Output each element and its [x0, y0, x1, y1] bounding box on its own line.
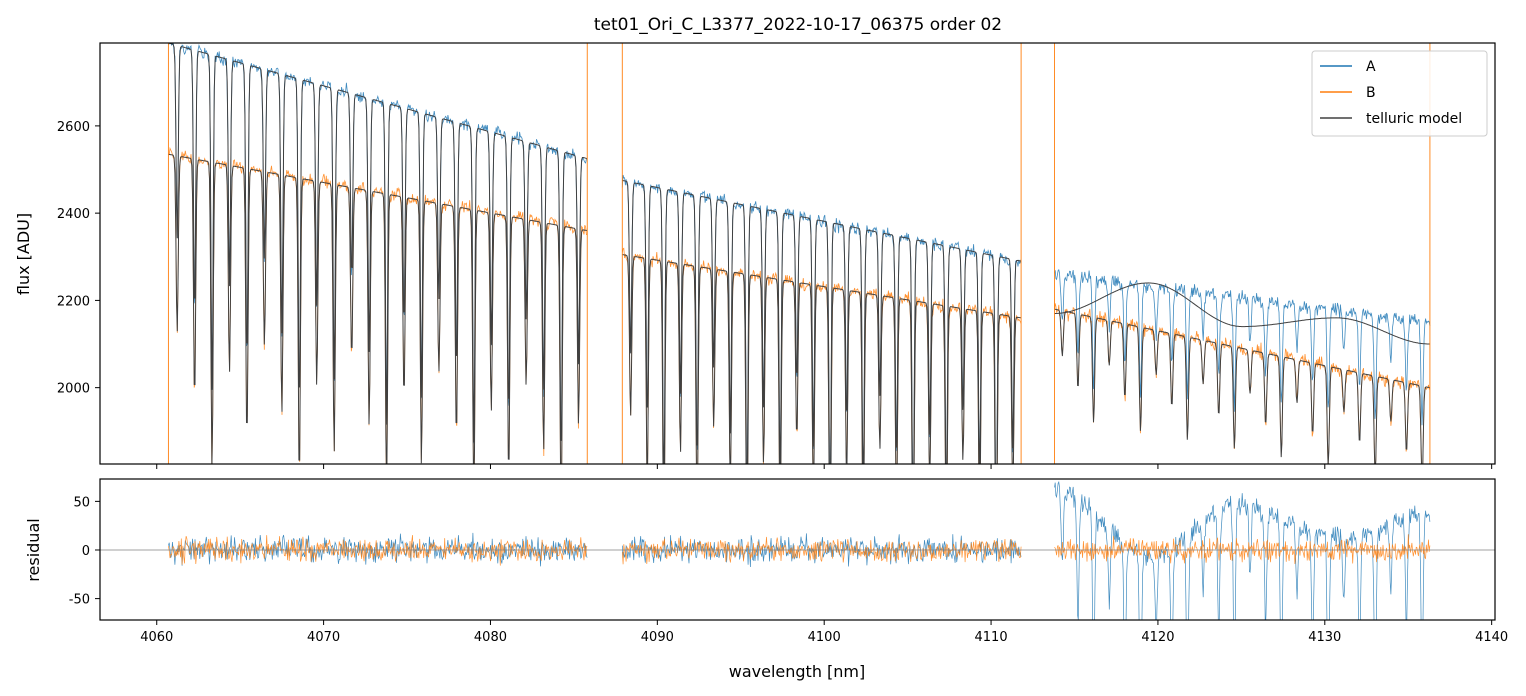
- x-tick-label: 4120: [1141, 630, 1174, 645]
- telluric-model-line-b: [1054, 308, 1431, 464]
- main-y-tick-label: 2600: [57, 120, 90, 135]
- x-tick-label: 4090: [641, 630, 674, 645]
- legend-label-model: telluric model: [1366, 111, 1462, 127]
- telluric-model-line-a: [168, 43, 588, 443]
- main-plot: 2000 2200 2400 2600 flux [ADU]: [14, 42, 1496, 469]
- residual-b-line: [1054, 534, 1431, 565]
- x-tick-label: 4060: [140, 630, 173, 645]
- main-y-tick-label: 2400: [57, 207, 90, 222]
- res-y-tick-label: -50: [69, 593, 90, 608]
- main-y-tick-label: 2200: [57, 294, 90, 309]
- telluric-model-line-b: [168, 153, 588, 464]
- series-a-line: [168, 43, 588, 444]
- telluric-model-line-b: [622, 254, 1022, 464]
- x-axis-label: wavelength [nm]: [729, 662, 866, 681]
- x-tick-label: 4080: [474, 630, 507, 645]
- legend-label-b: B: [1366, 85, 1376, 101]
- x-tick-label: 4130: [1308, 630, 1341, 645]
- series-b-line: [1054, 303, 1431, 464]
- x-tick-label: 4140: [1475, 630, 1508, 645]
- y-axis-label-residual: residual: [24, 518, 43, 581]
- telluric-model-line-a: [622, 179, 1022, 464]
- residual-plot: 4060 4070 4080 4090 4100 4110 4120 4130 4140 -50 0…: [24, 478, 1508, 681]
- residual-plot-frame: [99, 478, 1496, 621]
- res-y-tick-label: 50: [73, 495, 90, 510]
- residual-a-line: [621, 533, 1022, 568]
- main-y-tick-label: 2000: [57, 382, 90, 397]
- x-tick-label: 4110: [975, 630, 1008, 645]
- residual-b-line: [621, 536, 1022, 565]
- residual-b-line: [168, 535, 588, 566]
- chart-title: tet01_Ori_C_L3377_2022-10-17_06375 order…: [594, 15, 1002, 35]
- y-axis-label-flux: flux [ADU]: [14, 213, 33, 295]
- legend-label-a: A: [1366, 59, 1376, 75]
- residual-a-line: [168, 532, 588, 567]
- x-tick-label: 4100: [808, 630, 841, 645]
- residual-a-line: [1054, 481, 1431, 620]
- x-tick-label: 4070: [307, 630, 340, 645]
- series-a-line: [1054, 268, 1431, 426]
- legend-box: [1311, 50, 1488, 137]
- legend: A B telluric model: [1311, 50, 1488, 137]
- main-plot-frame: [99, 42, 1496, 465]
- telluric-model-line-a: [1054, 282, 1430, 345]
- res-y-tick-label: 0: [82, 544, 90, 559]
